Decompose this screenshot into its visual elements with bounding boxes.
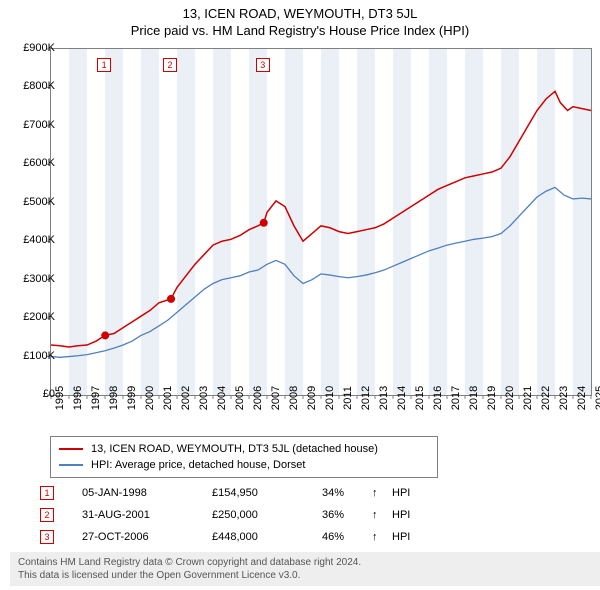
x-tick-label: 2024 bbox=[576, 386, 588, 410]
sales-row: 1 05-JAN-1998 £154,950 34% ↑ HPI bbox=[40, 482, 410, 504]
y-tick-label: £400K bbox=[23, 234, 55, 246]
sale-marker-icon: 1 bbox=[40, 486, 54, 500]
y-tick-label: £300K bbox=[23, 273, 55, 285]
title-address: 13, ICEN ROAD, WEYMOUTH, DT3 5JL bbox=[0, 6, 600, 21]
x-tick-label: 2011 bbox=[342, 386, 354, 410]
x-tick-label: 2001 bbox=[162, 386, 174, 410]
x-tick-label: 2012 bbox=[360, 386, 372, 410]
x-tick-label: 2017 bbox=[450, 386, 462, 410]
x-tick-label: 2010 bbox=[324, 386, 336, 410]
y-tick-label: £100K bbox=[23, 350, 55, 362]
legend-label-0: 13, ICEN ROAD, WEYMOUTH, DT3 5JL (detach… bbox=[91, 443, 378, 455]
sale-date: 05-JAN-1998 bbox=[82, 487, 212, 499]
x-tick-label: 2020 bbox=[504, 386, 516, 410]
legend: 13, ICEN ROAD, WEYMOUTH, DT3 5JL (detach… bbox=[50, 436, 438, 478]
sale-date: 27-OCT-2006 bbox=[82, 531, 212, 543]
sale-suffix: HPI bbox=[392, 487, 410, 499]
legend-row: 13, ICEN ROAD, WEYMOUTH, DT3 5JL (detach… bbox=[59, 441, 429, 457]
legend-swatch-blue bbox=[59, 464, 83, 466]
chart-container: 13, ICEN ROAD, WEYMOUTH, DT3 5JL Price p… bbox=[0, 0, 600, 590]
x-tick-label: 2004 bbox=[216, 386, 228, 410]
title-subtitle: Price paid vs. HM Land Registry's House … bbox=[0, 23, 600, 38]
sale-dot bbox=[260, 219, 268, 227]
series-hpi bbox=[51, 187, 591, 357]
sales-row: 2 31-AUG-2001 £250,000 36% ↑ HPI bbox=[40, 504, 410, 526]
sales-table: 1 05-JAN-1998 £154,950 34% ↑ HPI 2 31-AU… bbox=[40, 482, 410, 548]
x-tick-label: 2023 bbox=[558, 386, 570, 410]
x-tick-label: 2002 bbox=[180, 386, 192, 410]
sale-dot bbox=[101, 331, 109, 339]
x-tick-label: 2018 bbox=[468, 386, 480, 410]
series-price_paid bbox=[51, 91, 591, 347]
sale-marker-box: 1 bbox=[97, 58, 111, 72]
sale-suffix: HPI bbox=[392, 509, 410, 521]
up-arrow-icon: ↑ bbox=[372, 531, 392, 543]
sale-pct: 46% bbox=[322, 531, 372, 543]
x-tick-label: 2007 bbox=[270, 386, 282, 410]
footer-line1: Contains HM Land Registry data © Crown c… bbox=[18, 556, 598, 569]
y-tick-label: £200K bbox=[23, 311, 55, 323]
x-tick-label: 2008 bbox=[288, 386, 300, 410]
sale-price: £154,950 bbox=[212, 487, 322, 499]
x-tick-label: 2005 bbox=[234, 386, 246, 410]
footer-line2: This data is licensed under the Open Gov… bbox=[18, 569, 598, 582]
legend-label-1: HPI: Average price, detached house, Dors… bbox=[91, 459, 305, 471]
x-tick-label: 2014 bbox=[396, 386, 408, 410]
footer-attribution: Contains HM Land Registry data © Crown c… bbox=[10, 552, 600, 586]
y-tick-label: £700K bbox=[23, 119, 55, 131]
x-tick-label: 2003 bbox=[198, 386, 210, 410]
x-tick-label: 2016 bbox=[432, 386, 444, 410]
chart-svg bbox=[51, 49, 591, 395]
x-tick-label: 2019 bbox=[486, 386, 498, 410]
x-tick-label: 1996 bbox=[72, 386, 84, 410]
sale-price: £250,000 bbox=[212, 509, 322, 521]
x-tick-label: 2006 bbox=[252, 386, 264, 410]
x-tick-label: 2000 bbox=[144, 386, 156, 410]
x-tick-label: 2009 bbox=[306, 386, 318, 410]
sale-pct: 34% bbox=[322, 487, 372, 499]
up-arrow-icon: ↑ bbox=[372, 509, 392, 521]
sale-marker-box: 2 bbox=[163, 58, 177, 72]
sales-row: 3 27-OCT-2006 £448,000 46% ↑ HPI bbox=[40, 526, 410, 548]
x-tick-label: 2013 bbox=[378, 386, 390, 410]
sale-dot bbox=[167, 295, 175, 303]
plot-area bbox=[50, 48, 592, 396]
legend-swatch-red bbox=[59, 448, 83, 450]
up-arrow-icon: ↑ bbox=[372, 487, 392, 499]
y-tick-label: £500K bbox=[23, 196, 55, 208]
x-tick-label: 2022 bbox=[540, 386, 552, 410]
sale-marker-box: 3 bbox=[256, 58, 270, 72]
x-tick-label: 1999 bbox=[126, 386, 138, 410]
sale-marker-icon: 3 bbox=[40, 530, 54, 544]
x-tick-label: 1995 bbox=[54, 386, 66, 410]
y-tick-label: £600K bbox=[23, 157, 55, 169]
y-tick-label: £800K bbox=[23, 80, 55, 92]
title-block: 13, ICEN ROAD, WEYMOUTH, DT3 5JL Price p… bbox=[0, 0, 600, 38]
x-tick-label: 2015 bbox=[414, 386, 426, 410]
sale-pct: 36% bbox=[322, 509, 372, 521]
y-tick-label: £900K bbox=[23, 42, 55, 54]
sale-price: £448,000 bbox=[212, 531, 322, 543]
sale-date: 31-AUG-2001 bbox=[82, 509, 212, 521]
x-tick-label: 2025 bbox=[594, 386, 600, 410]
legend-row: HPI: Average price, detached house, Dors… bbox=[59, 457, 429, 473]
x-tick-label: 2021 bbox=[522, 386, 534, 410]
sale-suffix: HPI bbox=[392, 531, 410, 543]
x-tick-label: 1998 bbox=[108, 386, 120, 410]
x-tick-label: 1997 bbox=[90, 386, 102, 410]
sale-marker-icon: 2 bbox=[40, 508, 54, 522]
